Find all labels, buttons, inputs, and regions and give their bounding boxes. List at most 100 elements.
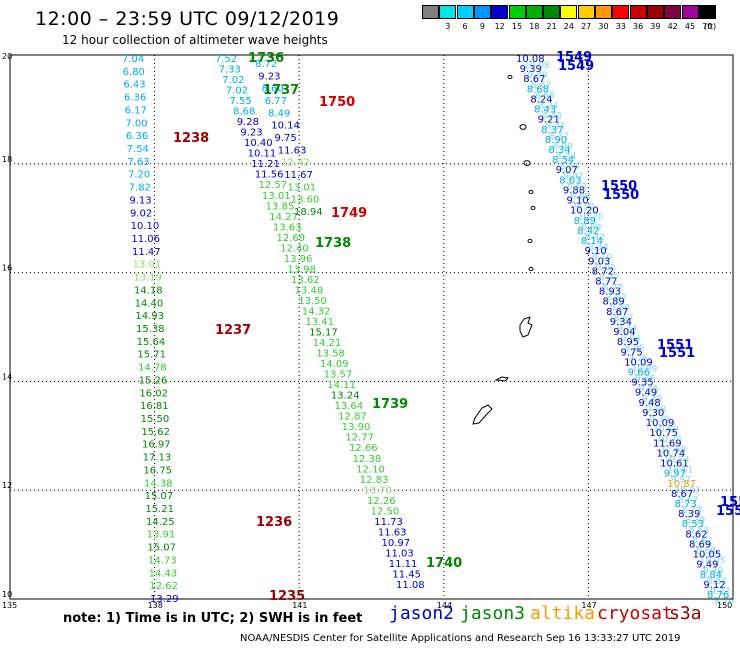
track-c-value: 9.49 bbox=[696, 560, 718, 571]
track-b-value: 13.90 bbox=[342, 422, 371, 433]
legend-swatch-label: 39 bbox=[650, 22, 661, 31]
track-c-value: 9.48 bbox=[646, 405, 666, 415]
satellite-legend-jason3: jason3 bbox=[460, 603, 526, 624]
legend-swatch-label: 12 bbox=[494, 22, 505, 31]
track-b-value: 8.68 bbox=[233, 107, 255, 118]
track-c-value: 8.73 bbox=[675, 499, 697, 510]
track-c-value: 10.75 bbox=[657, 435, 683, 445]
track-a-value: 7.00 bbox=[125, 118, 147, 129]
track-b-value: 13.64 bbox=[334, 401, 363, 412]
track-c-value: 8.84 bbox=[707, 577, 727, 587]
y-tick-label: 20 bbox=[2, 52, 12, 61]
track-c-value: 8.77 bbox=[603, 283, 623, 293]
legend-swatch-label: 9 bbox=[479, 22, 485, 31]
track-a-value: 14.93 bbox=[135, 311, 164, 322]
x-tick-label: 144 bbox=[437, 601, 452, 610]
legend-swatch-label: 33 bbox=[615, 22, 626, 31]
track-b-right-value: 13.60 bbox=[291, 195, 320, 206]
track-c-value: 8.39 bbox=[678, 509, 700, 520]
track-c-value: 9.35 bbox=[639, 385, 659, 395]
track-b-value: 13.01 bbox=[262, 191, 291, 202]
track-c-value: 8.76 bbox=[707, 590, 729, 601]
track-c-value: 9.75 bbox=[621, 347, 643, 358]
track-a-value: 15.38 bbox=[136, 324, 165, 335]
legend-swatch-label: 15 bbox=[511, 22, 523, 31]
track-c-value: 9.66 bbox=[628, 368, 650, 379]
track-b-value: 12.40 bbox=[280, 243, 309, 254]
track-c-value: 9.30 bbox=[642, 408, 664, 419]
legend-swatch-label: 18 bbox=[529, 22, 540, 31]
track-c-value: 8.14 bbox=[581, 236, 603, 247]
track-b-value: 10.97 bbox=[382, 538, 411, 549]
track-c-value: 8.68 bbox=[535, 91, 555, 101]
track-a-value: 13.19 bbox=[133, 273, 162, 284]
track-c-value: 8.93 bbox=[599, 287, 621, 298]
track-a-value: 14.25 bbox=[146, 517, 175, 528]
track-a-value: 14.78 bbox=[138, 363, 167, 374]
track-b-value: 9.28 bbox=[237, 117, 259, 128]
legend-swatch bbox=[612, 5, 630, 19]
track-b-value: 12.38 bbox=[353, 454, 382, 465]
track-c-value: 8.95 bbox=[624, 344, 644, 354]
track-b-right-value: 8.49 bbox=[268, 108, 290, 119]
track-b-value: 13.85 bbox=[266, 201, 295, 212]
track-a-value: 6.36 bbox=[126, 131, 148, 142]
x-tick-label: 141 bbox=[292, 601, 307, 610]
track-a-value: 14.40 bbox=[135, 298, 164, 309]
track-b-value: 7.55 bbox=[229, 96, 251, 107]
track-b-value: 12.69 bbox=[277, 233, 306, 244]
legend-swatch bbox=[439, 5, 457, 19]
legend-swatch bbox=[698, 5, 716, 19]
pass-number-label: 1736 bbox=[248, 51, 284, 66]
track-c-value: 8.90 bbox=[553, 142, 573, 152]
island-outline bbox=[530, 205, 536, 211]
pass-number-label: 1235 bbox=[269, 589, 305, 604]
track-c-value: 9.21 bbox=[538, 115, 560, 126]
pass-number-label: 1737 bbox=[263, 83, 299, 98]
y-tick-label: 12 bbox=[2, 481, 12, 490]
legend-swatch bbox=[422, 5, 439, 19]
track-c-value: 10.87 bbox=[667, 479, 696, 490]
track-a-value: 13.01 bbox=[133, 260, 162, 271]
track-c-value: 9.10 bbox=[566, 196, 588, 207]
track-b-right-value: 8.60 bbox=[262, 84, 284, 95]
track-b-right-value: 8.72 bbox=[255, 59, 277, 70]
track-b-value: 14.21 bbox=[313, 338, 342, 349]
legend-swatch-label: 36 bbox=[633, 22, 644, 31]
legend-swatch bbox=[543, 5, 561, 19]
track-b-value: 13.63 bbox=[273, 222, 302, 233]
track-c-value: 10.75 bbox=[649, 428, 678, 439]
legend-swatch bbox=[456, 5, 474, 19]
track-b-value: 7.52 bbox=[215, 54, 237, 65]
legend-swatch-label: 27 bbox=[581, 22, 592, 31]
track-b-right-value: 11.67 bbox=[284, 170, 313, 181]
track-c-value: 8.42 bbox=[585, 233, 605, 243]
island-outline bbox=[528, 266, 534, 272]
track-c-value: 9.10 bbox=[592, 253, 612, 263]
track-a-value: 9.02 bbox=[130, 208, 152, 219]
track-c-value: 8.39 bbox=[685, 516, 705, 526]
track-c-value: 9.39 bbox=[528, 71, 548, 81]
track-a-value: 7.04 bbox=[122, 54, 144, 65]
track-b-value: 12.26 bbox=[367, 496, 396, 507]
legend-swatch bbox=[664, 5, 682, 19]
track-c-value: 8.89 bbox=[610, 304, 630, 314]
track-c-value: 10.20 bbox=[570, 206, 599, 217]
track-c-value: 8.62 bbox=[692, 536, 712, 546]
track-c-value: 8.90 bbox=[545, 135, 567, 146]
track-c-value: 8.67 bbox=[678, 496, 698, 506]
track-c-value: 10.74 bbox=[657, 448, 686, 459]
island-outline bbox=[507, 74, 513, 80]
track-b-value: 12.87 bbox=[338, 412, 367, 423]
pass-number-label: 1552 bbox=[720, 495, 740, 510]
track-c-value: 8.24 bbox=[530, 94, 552, 105]
legend-swatch-label: 70 bbox=[702, 22, 713, 31]
track-a-value: 15.07 bbox=[147, 543, 176, 554]
track-a-value: 15.21 bbox=[145, 504, 174, 515]
track-c-value: 9.49 bbox=[635, 388, 657, 399]
track-b-value: 11.11 bbox=[389, 559, 418, 570]
track-c-value: 9.07 bbox=[556, 165, 578, 176]
island-outline bbox=[527, 238, 533, 244]
track-c-value: 8.67 bbox=[606, 307, 628, 318]
track-a-value: 14.18 bbox=[134, 285, 163, 296]
